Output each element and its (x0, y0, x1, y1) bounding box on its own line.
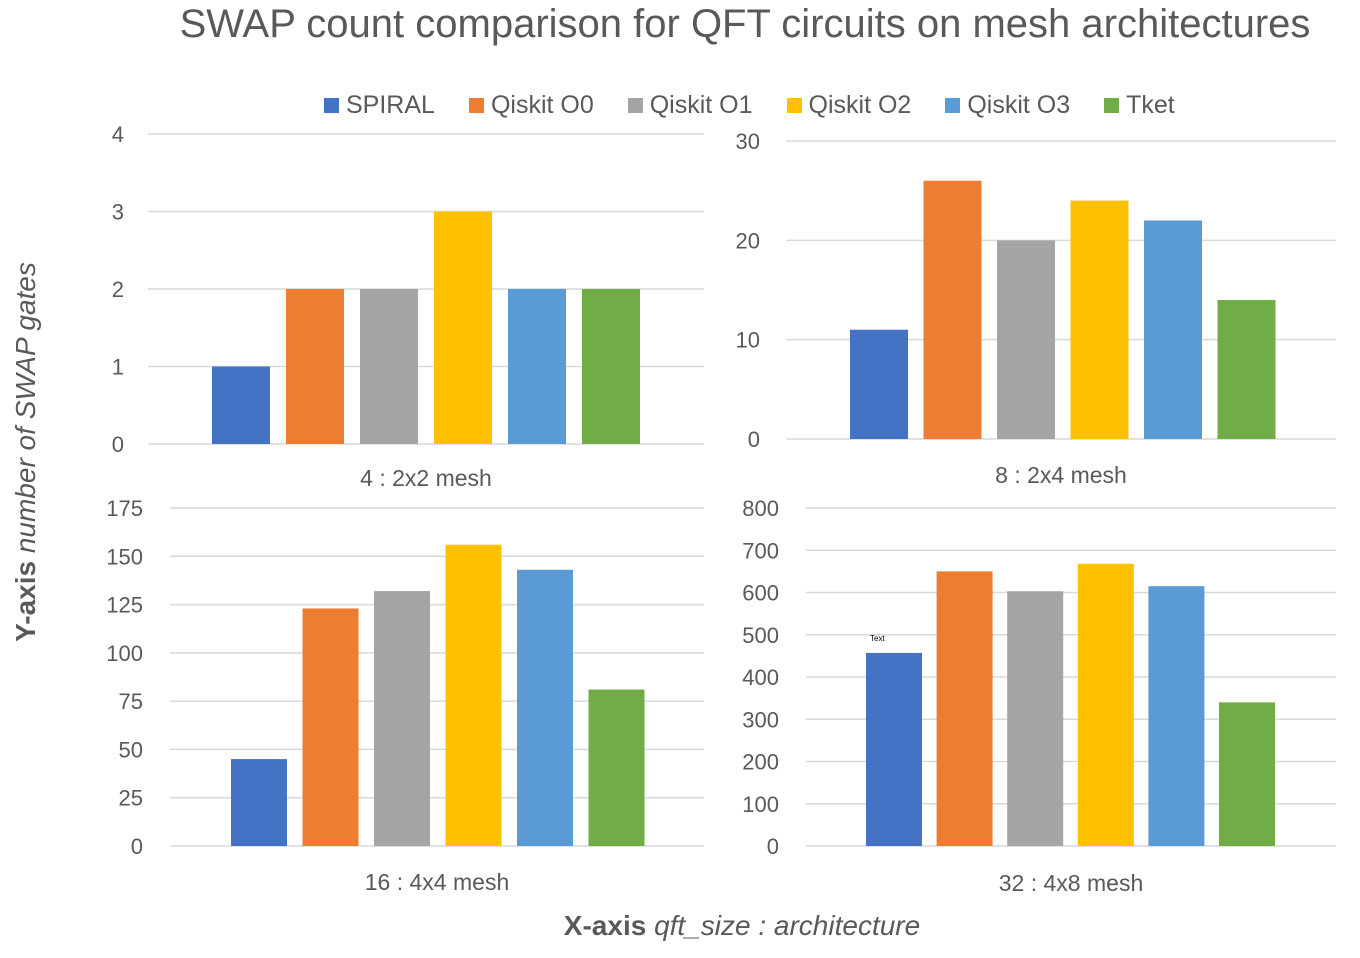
bar-qiskit-o3 (1144, 220, 1202, 439)
bar-tket (588, 689, 645, 846)
bar-spiral (231, 759, 287, 846)
y-tick-label: 800 (742, 496, 779, 521)
x-category-label: 16 : 4x4 mesh (365, 869, 509, 895)
y-tick-label: 30 (736, 129, 760, 154)
x-axis-prefix: X-axis (563, 910, 647, 941)
legend-label: SPIRAL (346, 90, 435, 119)
annotation-text: Text (870, 634, 885, 643)
y-tick-label: 4 (112, 122, 124, 147)
y-tick-label: 0 (767, 834, 779, 859)
bar-qiskit-o1 (997, 240, 1055, 439)
legend-swatch (468, 97, 484, 113)
bar-qiskit-o1 (360, 289, 418, 444)
y-tick-label: 700 (742, 538, 779, 563)
y-tick-label: 500 (742, 623, 779, 648)
legend-swatch (945, 97, 961, 113)
legend-label: Qiskit O2 (808, 90, 912, 119)
y-tick-label: 150 (106, 544, 143, 569)
legend-item: Qiskit O2 (786, 90, 912, 120)
bar-qiskit-o0 (286, 289, 344, 444)
chart-title: SWAP count comparison for QFT circuits o… (179, 2, 1311, 46)
x-axis-label: X-axis qft_size : architecture (0, 910, 1360, 942)
bar-tket (1219, 702, 1275, 846)
y-tick-label: 300 (742, 707, 779, 732)
y-tick-label: 600 (742, 581, 779, 606)
y-tick-label: 100 (742, 792, 779, 817)
bar-spiral (850, 329, 908, 439)
bar-qiskit-o2 (1077, 563, 1134, 846)
x-category-label: 32 : 4x8 mesh (999, 870, 1143, 896)
x-category-label: 4 : 2x2 mesh (360, 465, 492, 491)
legend-item: Qiskit O3 (945, 91, 1070, 120)
y-tick-label: 0 (112, 432, 124, 457)
y-tick-label: 175 (106, 496, 143, 521)
y-tick-label: 2 (112, 277, 124, 302)
legend-label: Qiskit O0 (490, 90, 594, 119)
legend-item: Qiskit O1 (627, 90, 753, 120)
legend: SPIRAL Qiskit O0 Qiskit O1 Qiskit O2 Qiskit … (324, 88, 1209, 122)
bar-qiskit-o3 (1148, 586, 1205, 846)
y-tick-label: 400 (742, 665, 779, 690)
legend-label: Qiskit O1 (649, 90, 753, 119)
y-tick-label: 0 (131, 834, 143, 859)
y-tick-label: 1 (112, 355, 124, 380)
x-axis-description: qft_size : architecture (654, 910, 921, 941)
y-tick-label: 100 (106, 641, 143, 666)
y-tick-label: 10 (736, 328, 760, 353)
y-tick-label: 200 (742, 750, 779, 775)
bar-qiskit-o0 (923, 180, 982, 439)
legend-label: Tket (1126, 90, 1175, 119)
bar-spiral (866, 652, 922, 846)
legend-item: SPIRAL (324, 91, 435, 120)
bar-qiskit-o2 (445, 544, 502, 846)
bar-spiral (212, 366, 270, 444)
y-tick-label: 125 (106, 593, 143, 618)
legend-swatch (324, 97, 339, 113)
legend-swatch (786, 97, 802, 113)
y-tick-label: 25 (119, 786, 143, 811)
y-tick-label: 50 (119, 737, 143, 762)
legend-item: Qiskit O0 (468, 90, 594, 120)
bar-qiskit-o3 (517, 569, 573, 846)
legend-swatch (1104, 97, 1120, 113)
bar-qiskit-o3 (508, 289, 566, 444)
bar-qiskit-o2 (1070, 200, 1129, 439)
bar-qiskit-o1 (374, 591, 430, 846)
y-tick-label: 20 (736, 228, 760, 253)
legend-item: Tket (1104, 91, 1175, 120)
y-tick-label: 75 (119, 689, 143, 714)
legend-label: Qiskit O3 (967, 90, 1071, 119)
bar-tket (1217, 299, 1276, 439)
y-tick-label: 3 (112, 200, 124, 225)
bar-qiskit-o0 (936, 571, 993, 846)
bar-qiskit-o0 (302, 608, 359, 846)
bar-qiskit-o1 (1007, 591, 1064, 846)
bar-qiskit-o2 (434, 211, 492, 444)
legend-swatch (627, 97, 643, 113)
y-tick-label: 0 (748, 427, 760, 452)
bar-tket (582, 289, 640, 444)
x-category-label: 8 : 2x4 mesh (995, 462, 1127, 488)
